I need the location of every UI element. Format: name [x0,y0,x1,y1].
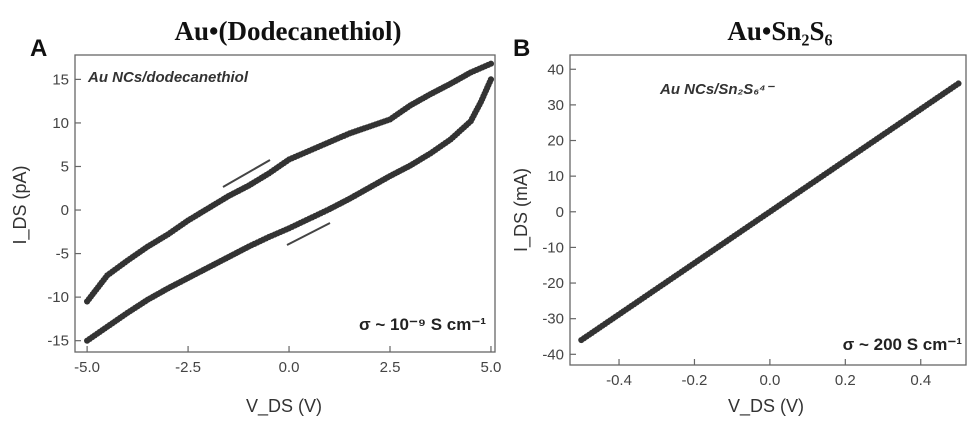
panel-a-y-ticks: -15 -10 -5 0 5 10 15 [47,71,81,350]
panel-b-annotation: Au NCs/Sn₂S₆⁴⁻ [659,81,776,98]
panel-b-plot-frame [569,54,967,366]
panel-a-plot-frame [74,54,496,353]
panel-a: Au•(Dodecanethiol) A -5.0 -2.5 0.0 2.5 5.0 -… [10,16,501,417]
y-tick-label: -10 [47,289,69,306]
y-tick-label: 0 [61,202,69,219]
x-tick-label: -2.5 [175,359,201,376]
y-tick-label: -40 [542,346,564,363]
panel-a-data-points [84,60,495,344]
panel-a-annotation: Au NCs/dodecanethiol [87,69,249,86]
panel-b-data-points [578,80,962,344]
panel-b-x-ticks: -0.4 -0.2 0.0 0.2 0.4 [606,359,931,389]
panel-a-letter: A [30,35,47,62]
y-tick-label: -10 [542,239,564,256]
y-tick-label: -20 [542,275,564,292]
x-tick-label: 5.0 [481,359,502,376]
x-tick-label: 0.2 [835,372,856,389]
x-tick-label: 2.5 [380,359,401,376]
panel-b: Au•Sn₂S₆ B -0.4 -0.2 0.0 0.2 0.4 -40 -30 -20 -1… [511,16,967,417]
y-tick-label: 5 [61,158,69,175]
y-tick-label: -5 [56,246,69,263]
y-tick-label: 20 [547,133,564,150]
panel-a-x-axis-label: V_DS (V) [246,396,322,417]
panel-a-title: Au•(Dodecanethiol) [175,16,402,46]
y-tick-label: 10 [52,115,69,132]
y-tick-label: -30 [542,311,564,328]
panel-b-y-axis-label: I_DS (mA) [511,168,532,252]
panel-b-conductivity: σ ~ 200 S cm⁻¹ [843,335,963,354]
data-point [955,80,962,87]
y-tick-label: 10 [547,168,564,185]
y-tick-label: -15 [47,333,69,350]
data-point [487,60,495,67]
x-tick-label: 0.4 [910,372,931,389]
x-tick-label: -0.4 [606,372,632,389]
panel-a-x-ticks: -5.0 -2.5 0.0 2.5 5.0 [74,346,501,376]
panel-a-y-axis-label: I_DS (pA) [10,165,31,244]
x-tick-label: 0.0 [759,372,780,389]
y-tick-label: 30 [547,97,564,114]
panel-b-y-ticks: -40 -30 -20 -10 0 10 20 30 40 [542,61,576,363]
panel-a-reverse-arrow [286,222,331,246]
panel-b-letter: B [513,35,530,62]
y-tick-label: 0 [556,204,564,221]
panel-b-title: Au•Sn₂S₆ [727,16,832,46]
panel-b-x-axis-label: V_DS (V) [728,396,804,417]
y-tick-label: 15 [52,71,69,88]
y-tick-label: 40 [547,61,564,78]
x-tick-label: -0.2 [682,372,708,389]
panel-a-conductivity: σ ~ 10⁻⁹ S cm⁻¹ [359,315,486,334]
x-tick-label: 0.0 [279,359,300,376]
panel-a-forward-arrow [222,159,271,188]
data-point [84,337,91,344]
x-tick-label: -5.0 [74,359,100,376]
